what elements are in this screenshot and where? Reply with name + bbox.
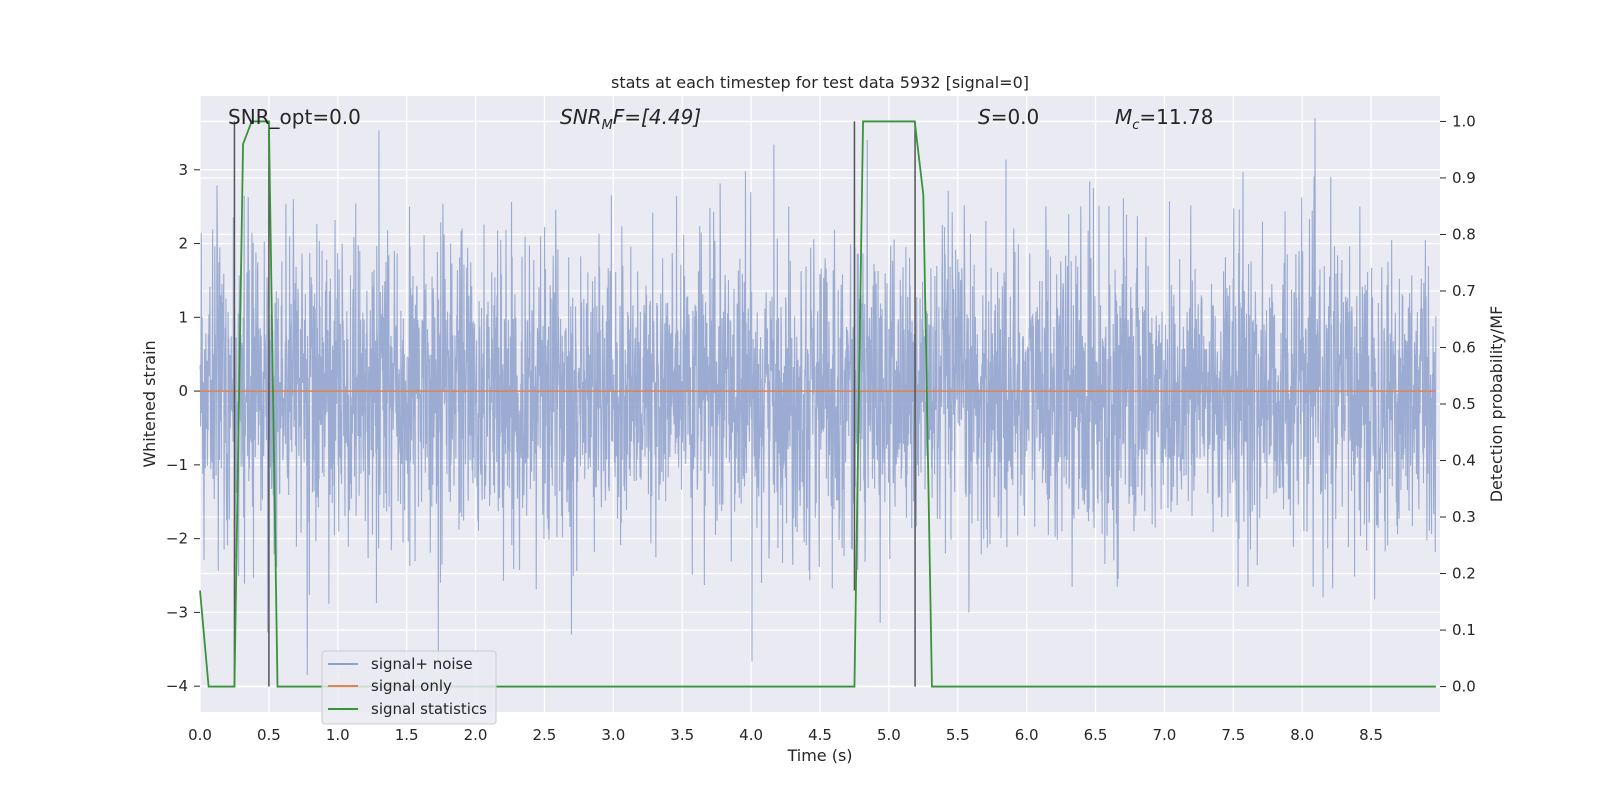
signal-noise-line: [199, 118, 1437, 676]
x-tick-label: 6.5: [1084, 726, 1108, 744]
vertical-markers: [233, 121, 916, 687]
x-tick-label: 8.0: [1290, 726, 1314, 744]
y-tick-label: −4: [166, 677, 188, 695]
y2-tick-label: 0.8: [1452, 225, 1476, 243]
mc-value: =11.78: [1139, 105, 1213, 129]
mc-subscript: c: [1132, 118, 1139, 133]
x-tick-label: 1.0: [326, 726, 350, 744]
y2-axis-ticks: 1.0 0.9 0.8 0.7 0.6 0.5 0.4 0.3 0.2 0.1 0.0: [1440, 112, 1476, 696]
s-value: =0.0: [991, 105, 1040, 129]
y2-tick-label: 0.7: [1452, 282, 1476, 300]
annotation-s: S=0.0: [978, 105, 1039, 129]
y2-axis-label: Detection probability/MF: [1487, 306, 1506, 503]
x-tick-label: 5.5: [946, 726, 970, 744]
x-tick-label: 1.5: [395, 726, 419, 744]
x-tick-label: 4.5: [808, 726, 832, 744]
x-tick-label: 6.0: [1015, 726, 1039, 744]
legend-label-noise: signal+ noise: [371, 655, 473, 673]
y-tick-label: 1: [178, 308, 188, 326]
y2-tick-label: 0.5: [1452, 395, 1476, 413]
y2-tick-label: 0.4: [1452, 452, 1476, 470]
annotation-mc: Mc=11.78: [1115, 105, 1213, 133]
x-tick-label: 7.5: [1221, 726, 1245, 744]
y-axis-ticks: 3 2 1 0 −1 −2 −3 −4: [166, 161, 200, 695]
legend-label-stats: signal statistics: [371, 700, 487, 718]
annotation-snr-mf: SNRMF=[4.49]: [560, 105, 701, 133]
y-tick-label: −1: [166, 456, 188, 474]
snr-mf-subscript: M: [602, 118, 613, 133]
legend-label-signal: signal only: [371, 677, 452, 695]
y2-tick-label: 0.1: [1452, 621, 1476, 639]
y2-tick-label: 1.0: [1452, 112, 1476, 130]
x-tick-label: 4.0: [739, 726, 763, 744]
x-tick-label: 2.5: [533, 726, 557, 744]
chart-title: stats at each timestep for test data 593…: [611, 73, 1029, 92]
y-axis-label: Whitened strain: [140, 340, 159, 467]
y2-tick-label: 0.6: [1452, 338, 1476, 356]
s-symbol: S: [978, 105, 991, 129]
x-axis-label: Time (s): [786, 746, 852, 765]
x-tick-label: 5.0: [877, 726, 901, 744]
y2-tick-label: 0.0: [1452, 678, 1476, 696]
x-tick-label: 0.0: [188, 726, 212, 744]
y-tick-label: 2: [178, 235, 188, 253]
x-tick-label: 2.0: [464, 726, 488, 744]
y-tick-label: −2: [166, 530, 188, 548]
x-axis-ticks: 0.0 0.5 1.0 1.5 2.0 2.5 3.0 3.5 4.0 4.5 5.0 5.5 6.0 6…: [188, 726, 1383, 744]
signal-statistics-line: [199, 120, 1436, 688]
signal-statistics-series: [199, 120, 1436, 688]
snr-mf-symbol: SNR: [560, 105, 602, 129]
y2-tick-label: 0.3: [1452, 508, 1476, 526]
y2-tick-label: 0.9: [1452, 169, 1476, 187]
x-tick-label: 8.5: [1359, 726, 1383, 744]
signal-noise-series: [199, 118, 1437, 676]
legend-box: [321, 650, 497, 725]
legend: signal+ noise signal only signal statist…: [321, 650, 497, 725]
y-tick-label: 0: [178, 382, 188, 400]
mc-symbol: M: [1115, 105, 1132, 129]
y-tick-label: −3: [166, 603, 188, 621]
y-tick-label: 3: [178, 161, 188, 179]
x-tick-label: 7.0: [1153, 726, 1177, 744]
snr-mf-value: F=[4.49]: [613, 105, 701, 129]
x-tick-label: 0.5: [257, 726, 281, 744]
x-tick-label: 3.0: [601, 726, 625, 744]
x-tick-label: 3.5: [670, 726, 694, 744]
y2-tick-label: 0.2: [1452, 565, 1476, 583]
annotation-snr-opt: SNR_opt=0.0: [228, 105, 361, 129]
